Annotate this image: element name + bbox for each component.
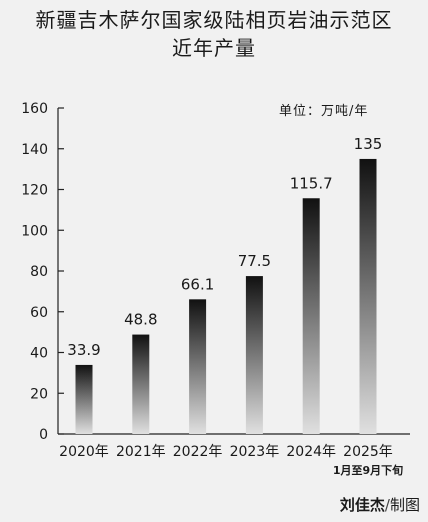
y-tick-label: 20 <box>30 386 48 402</box>
y-tick-label: 120 <box>21 183 48 199</box>
bar <box>189 299 207 434</box>
unit-label: 单位：万吨/年 <box>279 104 369 119</box>
y-tick-label: 80 <box>30 264 48 280</box>
bar <box>302 198 320 434</box>
bar-value-label: 48.8 <box>124 311 157 329</box>
credit-role: 制图 <box>389 496 420 514</box>
bar-value-label: 135 <box>354 135 383 153</box>
x-category-label: 2022年 <box>173 444 223 460</box>
x-category-label: 2021年 <box>116 444 166 460</box>
credit-line: 刘佳杰/制图 <box>340 494 420 515</box>
bar <box>359 158 377 434</box>
chart-title-line-2: 近年产量 <box>172 36 256 60</box>
y-tick-label: 100 <box>21 223 48 239</box>
y-tick-label: 60 <box>30 305 48 321</box>
bar <box>245 276 263 434</box>
credit-separator: / <box>384 496 390 514</box>
x-category-label: 2024年 <box>286 444 336 460</box>
y-tick-label: 140 <box>21 142 48 158</box>
y-tick-label: 40 <box>30 346 48 362</box>
y-tick-label: 0 <box>39 427 48 443</box>
bar <box>75 364 93 434</box>
chart-title: 新疆吉木萨尔国家级陆相页岩油示范区 近年产量 <box>0 6 428 62</box>
bar-value-label: 77.5 <box>238 252 271 270</box>
x-category-label: 2020年 <box>59 444 109 460</box>
x-category-label: 2025年 <box>343 444 393 460</box>
bar-value-label: 66.1 <box>181 275 214 293</box>
bar <box>132 334 150 434</box>
x-category-label: 2023年 <box>230 444 280 460</box>
credit-author: 刘佳杰 <box>339 496 385 514</box>
y-tick-label: 160 <box>21 101 48 117</box>
chart-title-line-1: 新疆吉木萨尔国家级陆相页岩油示范区 <box>35 8 393 32</box>
bar-value-label: 33.9 <box>67 341 100 359</box>
bar-value-label: 115.7 <box>290 174 333 192</box>
category-note: 1月至9月下旬 <box>333 463 403 477</box>
